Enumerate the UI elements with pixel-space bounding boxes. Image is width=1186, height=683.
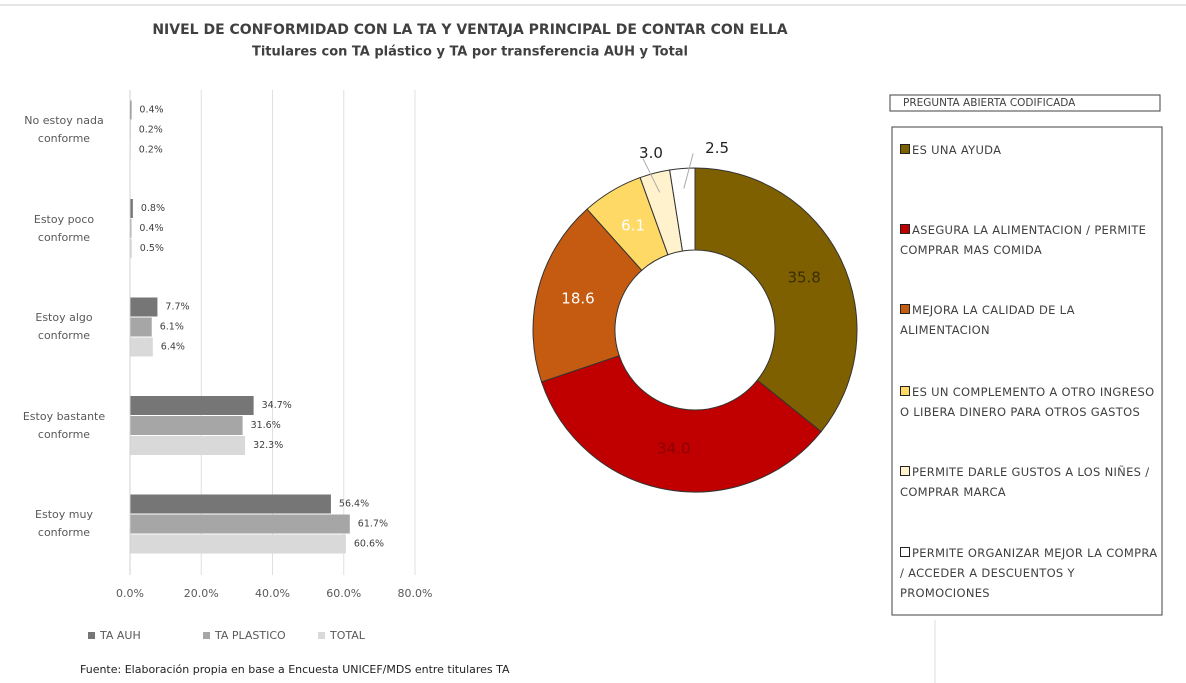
donut-slice — [532, 208, 643, 383]
legend-item: PERMITE DARLE GUSTOS A LOS NIÑES / COMPR… — [900, 462, 1162, 502]
legend-box — [891, 126, 1163, 616]
legend-swatch — [900, 547, 910, 557]
x-tick-label: 40.0% — [255, 587, 290, 600]
legend-label: TA AUH — [99, 629, 141, 642]
source: Fuente: Elaboración propia en base a Enc… — [80, 663, 510, 676]
bar — [130, 514, 350, 534]
donut-slice — [669, 167, 696, 252]
value-label: 35.8 — [787, 268, 820, 286]
value-label: 0.4% — [139, 105, 163, 116]
y-tick-label: No estoy nada conforme — [24, 114, 104, 145]
legend-label: MEJORA LA CALIDAD DE LA ALIMENTACION — [900, 303, 1075, 337]
value-label: 18.6 — [561, 290, 594, 308]
bar — [130, 396, 254, 415]
legend-label: PERMITE DARLE GUSTOS A LOS NIÑES / COMPR… — [900, 465, 1150, 499]
legend-label: ASEGURA LA ALIMENTACION / PERMITE COMPRA… — [900, 223, 1147, 257]
value-label: 34.7% — [262, 400, 292, 411]
legend-item: ES UN COMPLEMENTO A OTRO INGRESO O LIBER… — [900, 382, 1162, 422]
value-label: 0.4% — [139, 223, 163, 234]
value-label: 61.7% — [358, 519, 388, 530]
legend-label: PERMITE ORGANIZAR MEJOR LA COMPRA / ACCE… — [900, 546, 1158, 600]
legend-swatch — [203, 632, 210, 639]
value-label: 0.8% — [141, 203, 165, 214]
y-tick-label: Estoy bastante conforme — [22, 409, 106, 441]
legend-label: TOTAL — [329, 629, 366, 642]
value-label: 60.6% — [354, 539, 384, 550]
subtitle: Titulares con TA plástico y TA por trans… — [252, 45, 688, 60]
bar — [130, 494, 331, 514]
donut-slice — [694, 167, 858, 433]
legend-title: PREGUNTA ABIERTA CODIFICADA — [903, 97, 1076, 109]
legend-item: PERMITE ORGANIZAR MEJOR LA COMPRA / ACCE… — [900, 543, 1162, 603]
legend-swatch — [900, 304, 910, 314]
leader-line — [642, 158, 661, 193]
y-tick-label: Estoy muy conforme — [35, 508, 93, 539]
value-label: 2.5 — [705, 139, 729, 157]
legend-swatch — [900, 224, 910, 234]
value-label: 0.2% — [139, 145, 163, 156]
y-tick-label: Estoy algo conforme — [35, 311, 93, 342]
legend-swatch — [900, 466, 910, 476]
bar — [130, 199, 133, 218]
bar — [130, 297, 158, 317]
legend-swatch — [318, 632, 325, 639]
value-label: 6.4% — [161, 342, 185, 353]
legend-label: TA PLASTICO — [214, 629, 286, 642]
bar — [130, 534, 346, 554]
value-label: 7.7% — [165, 302, 189, 313]
value-label: 32.3% — [253, 440, 283, 451]
legend-item: ASEGURA LA ALIMENTACION / PERMITE COMPRA… — [900, 220, 1162, 260]
bar — [130, 436, 246, 455]
leader-line — [683, 153, 694, 189]
value-label: 6.1 — [621, 217, 645, 235]
y-tick-label: Estoy poco conforme — [33, 212, 95, 244]
donut-slice — [540, 355, 822, 493]
bar — [130, 100, 132, 120]
title: NIVEL DE CONFORMIDAD CON LA TA Y VENTAJA… — [152, 22, 787, 38]
legend-item: ES UNA AYUDA — [900, 140, 1162, 160]
value-label: 3.0 — [639, 144, 663, 162]
value-label: 56.4% — [339, 499, 369, 510]
legend-label: ES UN COMPLEMENTO A OTRO INGRESO O LIBER… — [900, 385, 1155, 419]
value-label: 34.0 — [657, 440, 690, 458]
bar — [130, 239, 132, 258]
x-tick-label: 80.0% — [398, 587, 433, 600]
x-tick-label: 60.0% — [326, 587, 361, 600]
legend-swatch — [900, 386, 910, 396]
value-label: 0.2% — [139, 125, 163, 136]
legend-item: MEJORA LA CALIDAD DE LA ALIMENTACION — [900, 300, 1162, 340]
legend-title-box — [889, 94, 1161, 112]
bar — [130, 337, 153, 357]
value-label: 0.5% — [140, 243, 164, 254]
bar — [130, 416, 243, 435]
legend-swatch — [900, 144, 910, 154]
x-tick-label: 20.0% — [184, 587, 219, 600]
bar — [130, 317, 152, 337]
bar — [130, 219, 132, 238]
x-tick-label: 0.0% — [116, 587, 144, 600]
value-label: 31.6% — [251, 420, 281, 431]
value-label: 6.1% — [160, 322, 184, 333]
legend-label: ES UNA AYUDA — [912, 143, 1002, 157]
legend-swatch — [88, 632, 95, 639]
